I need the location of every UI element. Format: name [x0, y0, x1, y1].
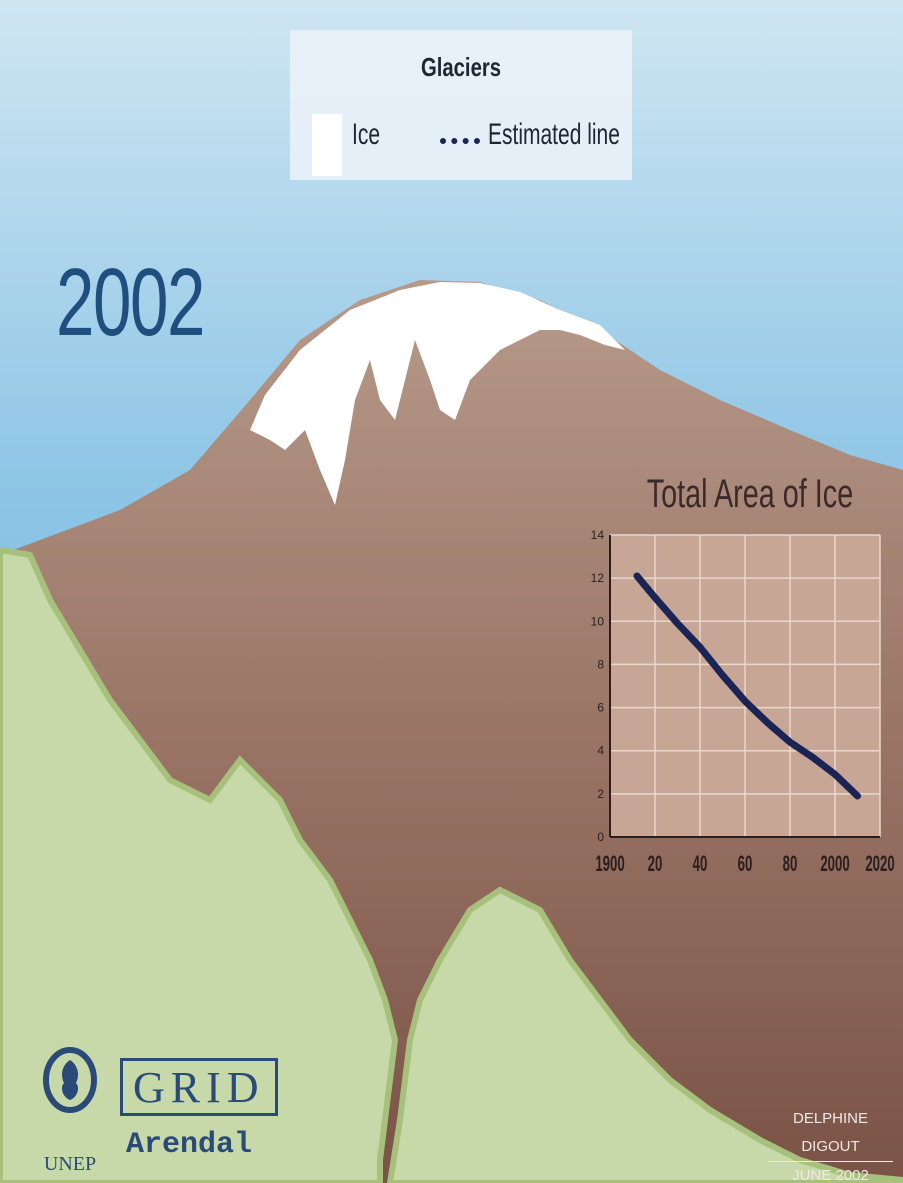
x-tick-label: 2000 — [820, 852, 849, 876]
credit-date: JUNE 2002 — [768, 1161, 893, 1183]
y-tick-label: 0 — [597, 830, 604, 844]
y-tick-label: 12 — [591, 571, 605, 585]
estimated-line-swatch — [440, 138, 480, 144]
y-tick-label: 4 — [597, 744, 604, 758]
vegetation-left — [0, 546, 399, 1183]
legend: Glaciers Ice Estimated line — [290, 30, 632, 180]
data-point — [832, 771, 838, 777]
credit: DELPHINE DIGOUT JUNE 2002 — [768, 1105, 893, 1183]
legend-title: Glaciers — [420, 52, 502, 82]
credit-author: DELPHINE DIGOUT — [792, 1110, 869, 1155]
unep-logo: UNEP — [43, 1047, 97, 1175]
ice-cap — [250, 282, 625, 505]
y-tick-label: 14 — [591, 528, 605, 542]
x-tick-label: 60 — [738, 852, 753, 876]
x-tick-label: 80 — [783, 852, 798, 876]
data-point — [765, 720, 770, 726]
data-point — [720, 672, 725, 678]
unep-label: UNEP — [44, 1153, 96, 1175]
x-tick-label: 1900 — [595, 852, 624, 876]
y-tick-label: 6 — [597, 701, 604, 715]
legend-estimated-label: Estimated line — [488, 118, 620, 151]
data-point — [652, 595, 658, 601]
data-point — [697, 644, 703, 650]
arendal-label: Arendal — [126, 1128, 253, 1162]
ice-swatch — [312, 114, 342, 176]
grid-logo: GRID — [120, 1058, 278, 1116]
data-point — [787, 739, 793, 745]
x-tick-label: 2020 — [865, 852, 894, 876]
vegetation-right — [386, 886, 903, 1183]
chart-title: Total Area of Ice — [647, 471, 853, 516]
data-point — [634, 573, 640, 579]
ice-area-chart: Total Area of Ice 0 2 4 6 8 10 12 14 1900 20 40 60 80… — [591, 471, 895, 876]
x-tick-label: 40 — [693, 852, 708, 876]
unep-emblem — [43, 1047, 97, 1113]
data-point — [810, 754, 815, 760]
unep-emblem-figure — [62, 1060, 78, 1100]
data-point — [675, 620, 680, 626]
y-tick-label: 2 — [597, 787, 604, 801]
x-tick-label: 20 — [648, 852, 663, 876]
legend-ice-label: Ice — [352, 118, 381, 151]
data-point — [855, 793, 860, 799]
y-tick-label: 10 — [591, 614, 605, 628]
y-tick-label: 8 — [597, 657, 604, 671]
year-label: 2002 — [56, 249, 205, 356]
data-point — [742, 698, 748, 704]
